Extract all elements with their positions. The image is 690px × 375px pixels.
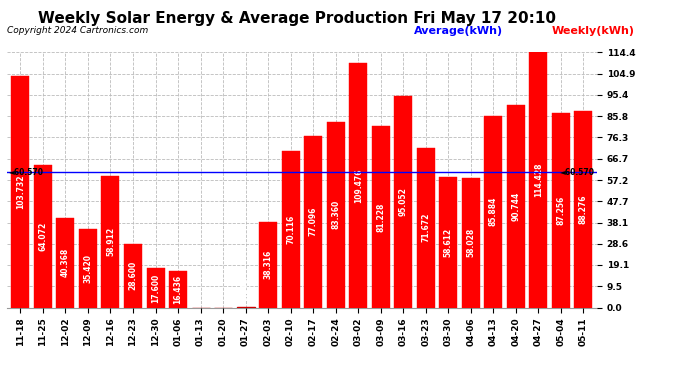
Text: 35.420: 35.420 (83, 254, 92, 282)
Bar (417, 148, 435, 308)
Bar (79, 228, 97, 308)
Text: Weekly(kWh): Weekly(kWh) (552, 26, 635, 36)
Text: ◄60.570: ◄60.570 (560, 168, 595, 177)
Text: 77.096: 77.096 (308, 207, 317, 236)
Text: 114.428: 114.428 (534, 163, 543, 197)
Text: 16.436: 16.436 (173, 274, 183, 304)
Text: 88.276: 88.276 (579, 194, 588, 224)
Bar (349, 63, 367, 308)
Bar (394, 96, 412, 308)
Bar (372, 126, 390, 308)
Text: 83.360: 83.360 (331, 200, 340, 229)
Text: 28.600: 28.600 (128, 261, 137, 290)
Bar (101, 176, 119, 308)
Bar (34, 165, 52, 308)
Text: 71.672: 71.672 (421, 213, 431, 242)
Text: 38.316: 38.316 (264, 250, 273, 279)
Bar (440, 177, 457, 308)
Text: 0.148: 0.148 (241, 277, 250, 301)
Bar (462, 178, 480, 308)
Text: 81.228: 81.228 (376, 202, 385, 232)
Text: 58.028: 58.028 (466, 228, 475, 258)
Bar (326, 122, 345, 308)
Bar (506, 105, 525, 308)
Text: Weekly Solar Energy & Average Production Fri May 17 20:10: Weekly Solar Energy & Average Production… (38, 11, 555, 26)
Text: 103.732: 103.732 (16, 175, 25, 209)
Bar (259, 222, 277, 308)
Text: 90.744: 90.744 (511, 192, 520, 221)
Text: Copyright 2024 Cartronics.com: Copyright 2024 Cartronics.com (7, 26, 148, 35)
Text: 109.476: 109.476 (354, 168, 363, 203)
Text: 85.884: 85.884 (489, 197, 497, 226)
Bar (484, 116, 502, 308)
Text: Average(kWh): Average(kWh) (414, 26, 503, 36)
Text: 95.052: 95.052 (399, 187, 408, 216)
Text: 87.256: 87.256 (556, 196, 565, 225)
Text: 58.912: 58.912 (106, 227, 115, 256)
Text: ◄60.570: ◄60.570 (9, 168, 44, 177)
Bar (124, 244, 142, 308)
Text: 70.116: 70.116 (286, 215, 295, 244)
Bar (574, 111, 592, 308)
Bar (12, 76, 30, 308)
Bar (552, 113, 570, 308)
Text: 58.612: 58.612 (444, 228, 453, 257)
Bar (282, 151, 299, 308)
Text: 40.368: 40.368 (61, 248, 70, 277)
Bar (304, 136, 322, 308)
Bar (146, 268, 164, 308)
Bar (529, 53, 547, 308)
Bar (57, 217, 75, 308)
Bar (169, 271, 187, 308)
Text: 64.072: 64.072 (39, 222, 48, 251)
Text: 17.600: 17.600 (151, 273, 160, 303)
